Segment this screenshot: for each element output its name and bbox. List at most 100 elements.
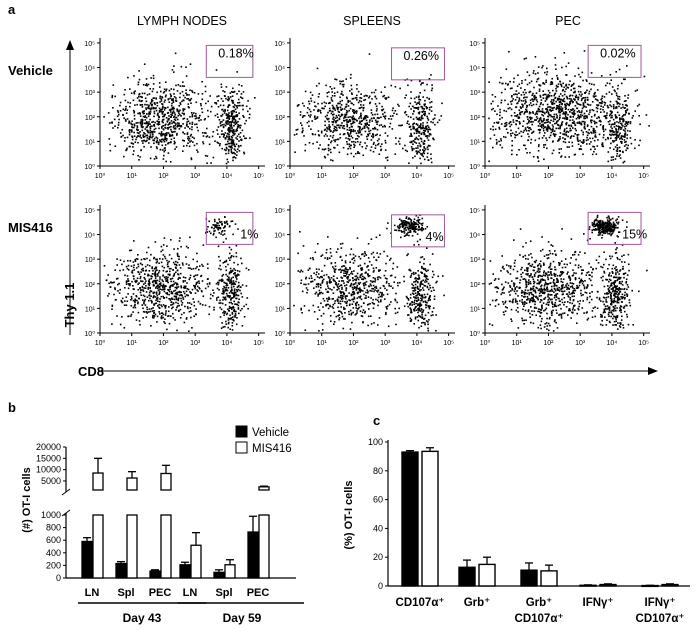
event-dot xyxy=(619,117,621,119)
event-dot xyxy=(342,265,345,267)
event-dot xyxy=(419,92,421,94)
event-dot xyxy=(153,102,156,104)
event-dot xyxy=(301,270,304,273)
event-dot xyxy=(368,260,371,263)
event-dot xyxy=(187,267,190,269)
gate-percent-label: 0.18% xyxy=(218,46,253,60)
event-dot xyxy=(173,88,175,91)
plot-events xyxy=(293,53,443,165)
event-dot xyxy=(412,293,415,295)
event-dot xyxy=(413,122,415,125)
event-dot xyxy=(572,122,574,124)
event-dot xyxy=(609,74,612,76)
event-dot xyxy=(212,224,214,226)
event-dot xyxy=(317,102,319,105)
event-dot xyxy=(359,107,362,109)
event-dot xyxy=(164,322,166,325)
x-tick-label: 10³ xyxy=(575,173,586,180)
event-dot xyxy=(132,275,135,277)
event-dot xyxy=(349,90,351,92)
event-dot xyxy=(228,246,231,249)
event-dot xyxy=(373,322,375,324)
event-dot xyxy=(116,277,119,280)
event-dot xyxy=(347,101,349,103)
event-dot xyxy=(550,115,553,118)
event-dot xyxy=(602,128,605,131)
event-dot xyxy=(561,124,563,126)
event-dot xyxy=(216,141,219,144)
event-dot xyxy=(171,122,173,125)
event-dot xyxy=(364,98,367,101)
event-dot xyxy=(587,99,589,101)
event-dot xyxy=(167,276,169,279)
event-dot xyxy=(378,293,380,296)
event-dot xyxy=(172,275,175,277)
event-dot xyxy=(230,248,233,251)
event-dot xyxy=(331,136,334,139)
event-dot xyxy=(526,126,529,128)
event-dot xyxy=(412,113,414,115)
event-dot xyxy=(227,96,230,98)
event-dot xyxy=(232,276,234,279)
event-dot xyxy=(624,110,627,112)
event-dot xyxy=(149,118,151,121)
event-dot xyxy=(366,138,369,140)
event-dot xyxy=(326,135,329,137)
event-dot xyxy=(594,91,596,94)
event-dot xyxy=(360,133,363,136)
event-dot xyxy=(156,147,158,150)
event-dot xyxy=(513,133,516,136)
event-dot xyxy=(238,284,240,287)
event-dot xyxy=(167,289,170,292)
event-dot xyxy=(507,132,509,134)
event-dot xyxy=(328,280,331,282)
event-dot xyxy=(418,103,421,106)
event-dot xyxy=(425,127,427,129)
event-dot xyxy=(313,101,316,103)
event-dot xyxy=(511,149,513,152)
event-dot xyxy=(176,108,178,110)
event-dot xyxy=(353,270,355,272)
event-dot xyxy=(194,285,196,287)
event-dot xyxy=(592,145,594,148)
event-dot xyxy=(607,151,610,153)
event-dot xyxy=(144,258,146,261)
event-dot xyxy=(348,139,351,141)
event-dot xyxy=(239,309,242,312)
event-dot xyxy=(129,284,131,287)
event-dot xyxy=(171,106,174,109)
event-dot xyxy=(175,301,177,304)
event-dot xyxy=(615,139,617,141)
event-dot xyxy=(558,152,561,154)
event-dot xyxy=(497,105,499,107)
x-tick-label: 10⁴ xyxy=(222,340,233,347)
event-dot xyxy=(191,123,194,125)
event-dot xyxy=(413,301,415,304)
event-dot xyxy=(226,223,229,226)
event-dot xyxy=(145,140,148,142)
event-dot xyxy=(349,133,352,135)
event-dot xyxy=(136,103,138,106)
event-dot xyxy=(142,115,145,118)
event-dot xyxy=(522,91,525,94)
event-dot xyxy=(311,133,314,135)
event-dot xyxy=(559,108,562,110)
event-dot xyxy=(179,102,181,104)
event-dot xyxy=(316,117,319,119)
event-dot xyxy=(593,150,595,153)
event-dot xyxy=(323,148,325,151)
event-dot xyxy=(424,148,427,150)
event-dot xyxy=(423,129,425,132)
event-dot xyxy=(377,278,379,281)
event-dot xyxy=(136,128,138,131)
event-dot xyxy=(421,153,423,155)
event-dot xyxy=(578,93,581,96)
event-dot xyxy=(545,97,547,100)
event-dot xyxy=(189,116,191,118)
event-dot xyxy=(346,121,348,123)
event-dot xyxy=(161,279,163,281)
event-dot xyxy=(333,323,335,325)
event-dot xyxy=(327,144,330,147)
event-dot xyxy=(528,111,531,113)
event-dot xyxy=(373,256,375,259)
